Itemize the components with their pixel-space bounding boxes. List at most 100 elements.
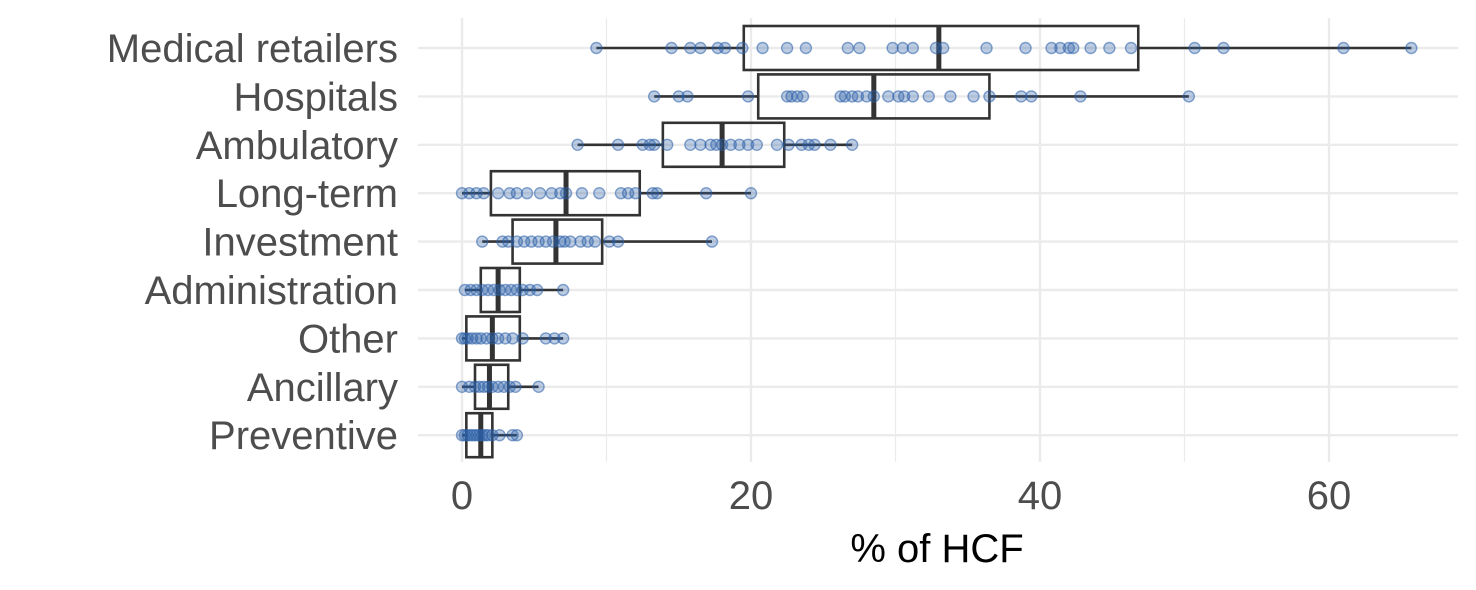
data-point (886, 41, 899, 55)
data-point (665, 41, 678, 55)
data-point (465, 332, 479, 345)
data-point (936, 41, 950, 55)
data-point (575, 186, 589, 200)
data-point (473, 380, 486, 393)
data-point (502, 235, 515, 248)
data-point (611, 235, 625, 248)
data-point (724, 138, 737, 152)
data-point (660, 138, 674, 152)
data-point (647, 138, 661, 152)
data-point (468, 380, 482, 393)
data-point (694, 138, 707, 152)
data-point (509, 380, 522, 393)
data-point (510, 429, 524, 442)
data-point (867, 90, 881, 103)
data-point (733, 138, 746, 152)
category-label-ambulatory: Ambulatory (196, 124, 398, 168)
data-point (718, 41, 732, 55)
data-point (646, 186, 659, 200)
data-point (603, 235, 616, 248)
data-point (1405, 41, 1418, 55)
data-point (824, 138, 837, 152)
data-point (741, 90, 755, 103)
data-point (896, 41, 909, 55)
data-point (1019, 41, 1032, 55)
x-axis-title: % of HCF (850, 527, 1023, 571)
data-point (461, 332, 474, 345)
data-point (694, 41, 707, 55)
category-label-investment: Investment (202, 221, 398, 265)
data-point (796, 90, 810, 103)
data-point (532, 380, 545, 393)
data-point (681, 90, 694, 103)
x-tick-label: 40 (1018, 474, 1063, 518)
data-point (799, 41, 813, 55)
category-label-ancillary: Ancillary (247, 366, 398, 410)
data-point (756, 41, 769, 55)
data-point (611, 138, 625, 152)
data-point (744, 186, 758, 200)
data-point (533, 186, 547, 200)
data-point (554, 235, 567, 248)
data-point (906, 41, 920, 55)
data-point (539, 332, 553, 345)
data-point (1084, 41, 1097, 55)
data-point (845, 138, 859, 152)
data-point (1025, 90, 1038, 103)
data-point (853, 41, 866, 55)
box-administration (464, 266, 564, 314)
data-point (1217, 41, 1230, 55)
data-point (643, 138, 657, 152)
data-point (564, 235, 577, 248)
data-point (922, 90, 935, 103)
data-point (736, 41, 749, 55)
data-point (1045, 41, 1058, 55)
x-tick-label: 0 (451, 474, 473, 518)
category-label-hospitals: Hospitals (233, 75, 398, 119)
data-point (672, 90, 685, 103)
data-point (780, 41, 794, 55)
data-point (684, 138, 697, 152)
data-point (1015, 90, 1028, 103)
data-point (780, 90, 794, 103)
data-point (980, 41, 993, 55)
data-point (629, 186, 642, 200)
boxplots (462, 24, 1412, 459)
data-point (782, 138, 795, 152)
data-point (545, 186, 558, 200)
data-point (506, 332, 519, 345)
data-point (559, 186, 573, 200)
category-label-long-term: Long-term (216, 172, 398, 216)
data-points (455, 41, 1418, 442)
data-point (882, 90, 895, 103)
data-point (897, 90, 911, 103)
data-point (477, 186, 490, 200)
category-label-medical-retailers: Medical retailers (107, 27, 398, 71)
data-point (647, 90, 661, 103)
data-point (851, 90, 865, 103)
data-point (1067, 41, 1080, 55)
data-point (1103, 41, 1116, 55)
data-point (556, 332, 570, 345)
data-point (1062, 41, 1076, 55)
category-label-preventive: Preventive (209, 414, 398, 458)
data-point (520, 186, 534, 200)
category-label-other: Other (298, 317, 398, 361)
data-point (906, 90, 920, 103)
data-point (530, 283, 544, 297)
data-point (700, 186, 713, 200)
data-point (477, 380, 490, 393)
data-point (967, 90, 980, 103)
data-point (705, 235, 719, 248)
data-point (476, 235, 489, 248)
data-point (1188, 41, 1201, 55)
data-point (1182, 90, 1196, 103)
data-point (491, 186, 505, 200)
data-point (506, 429, 519, 442)
data-point (741, 138, 755, 152)
box-hospitals (654, 73, 1189, 120)
data-point (770, 138, 784, 152)
data-point (510, 186, 524, 200)
